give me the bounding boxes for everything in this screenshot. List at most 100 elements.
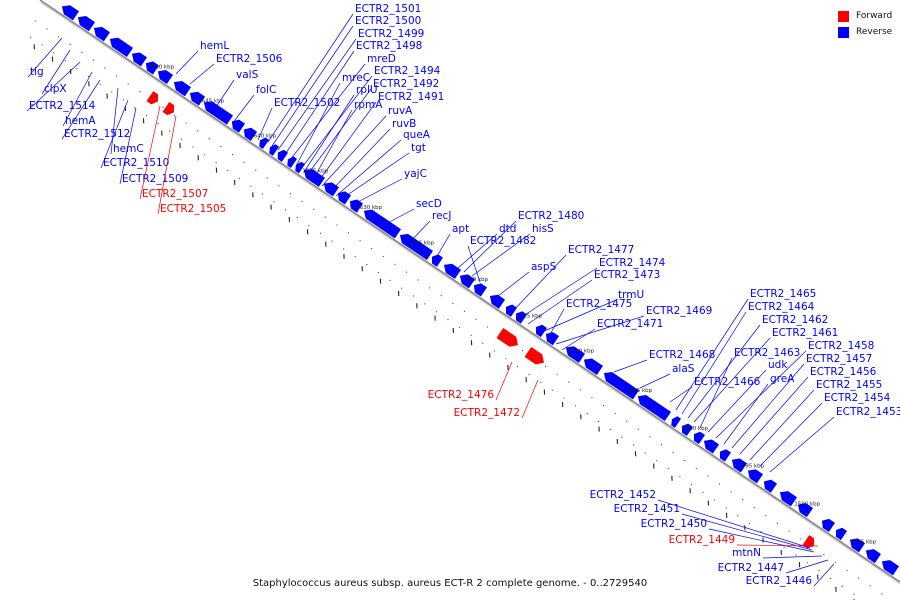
guide-dot	[823, 554, 825, 556]
legend: Forward Reverse	[838, 8, 898, 40]
gene-label: ECTR2_1514	[29, 100, 96, 112]
guide-dot	[487, 326, 489, 328]
guide-dot	[192, 146, 194, 148]
reverse-swatch	[838, 26, 849, 38]
reverse-gene-16	[287, 156, 298, 168]
gene-label-connector	[463, 220, 517, 273]
gene-label-connector	[467, 245, 481, 283]
guide-dot	[795, 554, 797, 556]
guide-dot	[34, 20, 37, 22]
gene-label-connector	[335, 139, 402, 197]
forward-swatch	[838, 10, 849, 22]
scale-label: 1585 kbp	[850, 539, 876, 545]
gene-label: ECTR2_1458	[808, 340, 874, 352]
gene-label: ECTR2_1471	[597, 318, 663, 330]
guide-dot	[203, 154, 206, 156]
guide-dot	[424, 303, 426, 305]
gene-label-connector	[313, 109, 353, 179]
guide-dot	[53, 52, 55, 54]
guide-dot	[742, 499, 744, 501]
legend-item-reverse: Reverse	[838, 24, 898, 40]
guide-dot	[470, 334, 472, 336]
gene-label-connector	[715, 350, 807, 439]
guide-dot	[632, 444, 635, 446]
reverse-gene-29	[505, 304, 518, 317]
guide-dot	[540, 381, 542, 383]
gene-label-connector	[283, 50, 355, 157]
gene-label-connector	[26, 61, 81, 112]
guide-dot	[626, 420, 628, 422]
gene-label: ECTR2_1494	[374, 65, 441, 77]
gene-label-connector	[785, 559, 829, 574]
guide-dot	[417, 279, 419, 281]
guide-dot	[544, 365, 547, 367]
legend-item-forward: Forward	[838, 8, 898, 24]
guide-dot	[649, 436, 651, 438]
guide-dot	[81, 51, 83, 54]
scale-label: 1640 kbp	[250, 133, 276, 139]
guide-dot	[255, 169, 257, 171]
guide-dot	[679, 475, 681, 478]
scale-label: 1650 kbp	[148, 64, 174, 70]
gene-label: apt	[452, 223, 469, 235]
gene-label: valS	[236, 69, 259, 81]
guide-dot	[440, 295, 442, 297]
gene-label: recJ	[432, 210, 451, 222]
gene-label: ECTR2_1468	[649, 349, 715, 361]
scale-label: 1590 kbp	[794, 502, 820, 508]
guide-dot	[173, 114, 176, 116]
gene-label: ECTR2_1463	[734, 347, 800, 359]
gene-label: alaS	[672, 363, 695, 375]
scale-label: 1615 kbp	[516, 313, 542, 319]
scale-label: 1630 kbp	[356, 205, 382, 211]
guide-dot	[482, 342, 484, 344]
guide-dot	[347, 232, 350, 234]
guide-dot	[614, 412, 616, 414]
guide-dot	[238, 177, 240, 179]
gene-label: ECTR2_1477	[568, 244, 634, 256]
gene-label-connector	[139, 105, 161, 200]
guide-dot	[366, 264, 368, 266]
reverse-gene-24	[431, 254, 444, 267]
guide-dot	[591, 397, 593, 399]
guide-dot	[371, 247, 373, 250]
guide-dot	[841, 585, 843, 587]
guide-dot	[169, 130, 171, 132]
guide-dot	[574, 405, 577, 407]
forward-gene-4	[524, 346, 544, 365]
guide-dot	[289, 193, 292, 195]
guide-dot	[208, 138, 210, 140]
guide-dot	[818, 570, 820, 572]
guide-dot	[463, 310, 466, 312]
guide-dot	[308, 224, 310, 227]
gene-label: ECTR2_1499	[358, 28, 424, 40]
genome-caption: Staphylococcus aureus subsp. aureus ECT-…	[252, 578, 648, 589]
reverse-gene-11	[231, 119, 246, 133]
reverse-gene-15	[277, 149, 289, 162]
reverse-gene-1	[61, 5, 80, 21]
scale-label: 1625 kbp	[408, 240, 434, 246]
guide-dot	[127, 83, 129, 85]
gene-label-connector	[381, 208, 415, 227]
reverse-gene-51	[881, 560, 900, 576]
gene-label: ECTR2_1476	[428, 389, 495, 401]
guide-dot	[250, 185, 252, 187]
guide-dot	[644, 452, 646, 454]
reverse-gene-13	[259, 137, 270, 149]
guide-dot	[87, 75, 90, 77]
guide-dot	[858, 577, 860, 579]
gene-label-connector	[497, 271, 530, 297]
gene-label-connector	[189, 63, 215, 85]
reverse-gene-33	[565, 346, 586, 363]
reverse-gene-21	[349, 199, 364, 213]
guide-dot	[46, 28, 48, 30]
gene-label-connector	[681, 513, 813, 551]
reverse-gene-25	[443, 263, 462, 279]
gene-label-connector	[289, 63, 366, 161]
guide-dot	[412, 295, 414, 297]
guide-dot	[394, 263, 396, 265]
legend-label-reverse: Reverse	[856, 27, 893, 37]
guide-dot	[714, 499, 716, 501]
guide-dot	[197, 130, 199, 132]
guide-dot	[273, 201, 275, 203]
